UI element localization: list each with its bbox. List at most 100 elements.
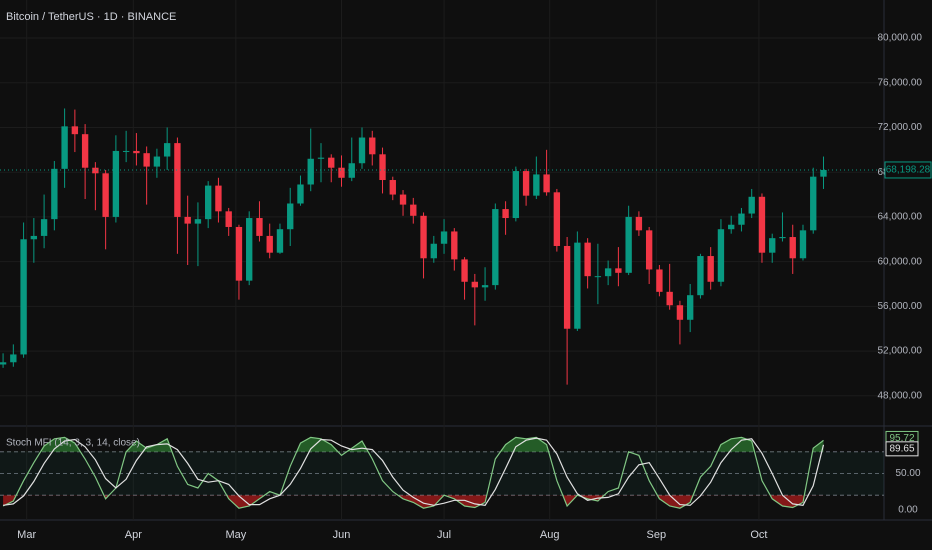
candle-body	[481, 285, 489, 288]
candle-body	[522, 171, 530, 196]
candle-body	[625, 216, 632, 273]
x-tick-label: Mar	[17, 529, 36, 541]
candle-body	[194, 219, 202, 224]
y-tick-label: 80,000.00	[878, 33, 923, 44]
candle-body	[440, 231, 448, 244]
candle-body	[420, 215, 427, 259]
candle-body	[369, 137, 376, 155]
x-tick-label: Apr	[125, 529, 142, 541]
candle-body	[389, 180, 396, 195]
candle-body	[163, 143, 171, 157]
indicator-line	[2, 436, 824, 509]
candle-body	[410, 204, 417, 216]
candle-body	[122, 150, 130, 152]
candle-body	[461, 259, 468, 282]
candle-body	[256, 218, 263, 236]
candle-body	[379, 154, 386, 181]
candle-body	[635, 216, 643, 231]
candle-body	[645, 230, 653, 270]
y-tick-label: 48,000.00	[878, 390, 923, 401]
y-tick-label: 56,000.00	[878, 301, 923, 312]
candle-body	[666, 291, 673, 306]
candle-body	[348, 163, 355, 178]
candle-body	[153, 156, 161, 167]
axes: Mar Apr May Jun Jul Aug Sep Oct 48,000.00 52,000.…	[17, 33, 932, 541]
candle-body	[184, 216, 191, 224]
candle-body	[287, 203, 294, 230]
candle-body	[71, 126, 79, 135]
chart-title: Bitcoin / TetherUS · 1D · BINANCE	[6, 11, 176, 23]
candle-body	[789, 237, 796, 259]
candle-body	[61, 126, 68, 169]
candle-body	[748, 196, 755, 214]
candle-body	[820, 169, 827, 177]
candle-body	[810, 176, 817, 231]
candle-body	[451, 231, 458, 260]
candle-body	[471, 281, 478, 288]
candle-body	[594, 276, 602, 278]
candle-body	[20, 239, 27, 355]
y-tick-label: 60,000.00	[878, 256, 923, 267]
candle-body	[307, 158, 314, 185]
candle-body	[102, 173, 109, 217]
grid	[0, 0, 884, 520]
candle-body	[707, 256, 714, 282]
candle-body	[738, 213, 745, 225]
candle-body	[717, 229, 725, 282]
candle-body	[338, 167, 345, 178]
candle-body	[512, 171, 520, 219]
candle-body	[0, 362, 7, 365]
candle-body	[584, 242, 591, 277]
y-tick-label: 76,000.00	[878, 77, 923, 88]
candle-body	[779, 237, 786, 239]
candle-body	[205, 185, 212, 220]
candle-body	[317, 157, 325, 159]
indicator-tick-label: 50.00	[895, 468, 920, 479]
indicator-line	[3, 437, 825, 506]
indicator-value-tag	[885, 441, 919, 457]
level-band	[0, 451, 884, 496]
candle-body	[604, 268, 612, 277]
x-tick-label: Jul	[437, 529, 451, 541]
candle-body	[297, 184, 304, 204]
candle-body	[358, 137, 366, 164]
x-tick-label: Jun	[333, 529, 351, 541]
candle-body	[143, 153, 150, 167]
x-tick-label: Sep	[647, 529, 667, 541]
candle-body	[133, 150, 140, 154]
candle-body	[430, 243, 437, 259]
last-price-tag	[884, 161, 932, 179]
x-tick-label: May	[225, 529, 246, 541]
candle-body	[276, 229, 284, 253]
x-tick-label: Oct	[750, 529, 767, 541]
candle-body	[574, 242, 581, 329]
candle-body	[92, 167, 99, 174]
candle-body	[40, 219, 48, 236]
candle-body	[758, 196, 766, 253]
oversold-fill	[3, 495, 805, 509]
candle-body	[533, 174, 540, 196]
x-tick-label: Aug	[540, 529, 560, 541]
indicator-value-label: 95.72	[889, 433, 914, 444]
candle-body	[225, 211, 232, 227]
candle-body	[81, 134, 89, 168]
candle-body	[502, 209, 509, 219]
last-price-label: 68,198.28	[886, 165, 931, 176]
candle-body	[30, 235, 38, 240]
candle-body	[112, 150, 120, 217]
candle-body	[235, 226, 243, 281]
candle-body	[399, 194, 407, 205]
candle-body	[676, 305, 684, 320]
candle-body	[553, 192, 561, 246]
candle-body	[697, 256, 704, 296]
candle-body	[51, 168, 58, 220]
candle-body	[174, 143, 181, 217]
candle-body	[615, 268, 622, 273]
candle-body	[266, 235, 273, 253]
y-tick-label: 64,000.00	[878, 212, 923, 223]
price-pane	[0, 108, 884, 385]
y-tick-label: 72,000.00	[878, 122, 923, 133]
indicator-title: Stoch MFI (14, 3, 3, 14, close)	[6, 438, 140, 449]
candle-body	[328, 157, 335, 168]
